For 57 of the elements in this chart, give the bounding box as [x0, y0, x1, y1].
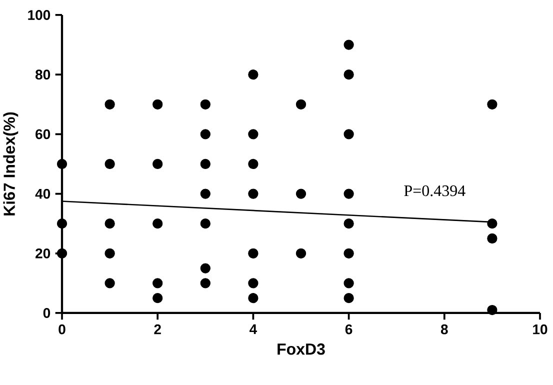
- point: [344, 70, 354, 80]
- point: [344, 129, 354, 140]
- point: [152, 278, 163, 288]
- point: [152, 293, 163, 304]
- point: [200, 218, 210, 229]
- point: [487, 304, 498, 316]
- point: [56, 158, 68, 170]
- point: [104, 158, 115, 170]
- point: [56, 218, 68, 229]
- point: [344, 188, 354, 199]
- point: [56, 248, 68, 258]
- point: [152, 99, 163, 110]
- y-tick-label: 100: [28, 10, 50, 20]
- point: [200, 188, 210, 199]
- x-tick-label: 8: [440, 324, 448, 334]
- point: [200, 99, 210, 110]
- y-tick-label: 0: [43, 308, 50, 318]
- point: [200, 278, 210, 288]
- point: [248, 248, 258, 258]
- x-tick-label: 2: [154, 324, 161, 334]
- point: [344, 218, 354, 229]
- y-tick-label: 80: [36, 70, 50, 80]
- point: [248, 278, 258, 288]
- point: [344, 40, 354, 50]
- point: [248, 129, 258, 140]
- annotation: P=0.4394: [404, 185, 466, 196]
- point: [248, 70, 258, 80]
- x-tick-label: 10: [533, 324, 548, 334]
- point: [487, 99, 498, 110]
- point: [248, 158, 258, 170]
- point: [487, 233, 498, 244]
- point: [248, 188, 258, 199]
- y-tick-label: 60: [36, 129, 50, 140]
- point: [296, 188, 306, 199]
- point: [344, 248, 354, 258]
- x-tick-label: 4: [250, 324, 258, 334]
- y-tick-label: 20: [36, 248, 50, 258]
- point: [200, 158, 210, 170]
- point: [248, 293, 258, 304]
- point: [152, 158, 163, 170]
- x-tick-label: 0: [58, 324, 66, 334]
- x-tick-label: 6: [345, 324, 352, 334]
- point: [487, 218, 498, 229]
- y-axis-title: Ki67 Index(%): [3, 112, 18, 216]
- point: [152, 218, 163, 229]
- point: [344, 278, 354, 288]
- point: [104, 278, 115, 288]
- point: [104, 218, 115, 229]
- y-tick-label: 40: [35, 188, 50, 199]
- point: [296, 99, 306, 110]
- x-axis-title: FoxD3: [278, 343, 325, 355]
- point: [200, 263, 210, 274]
- point: [200, 129, 210, 140]
- point: [104, 248, 115, 258]
- point: [296, 248, 306, 258]
- point: [104, 99, 115, 110]
- point: [344, 293, 354, 304]
